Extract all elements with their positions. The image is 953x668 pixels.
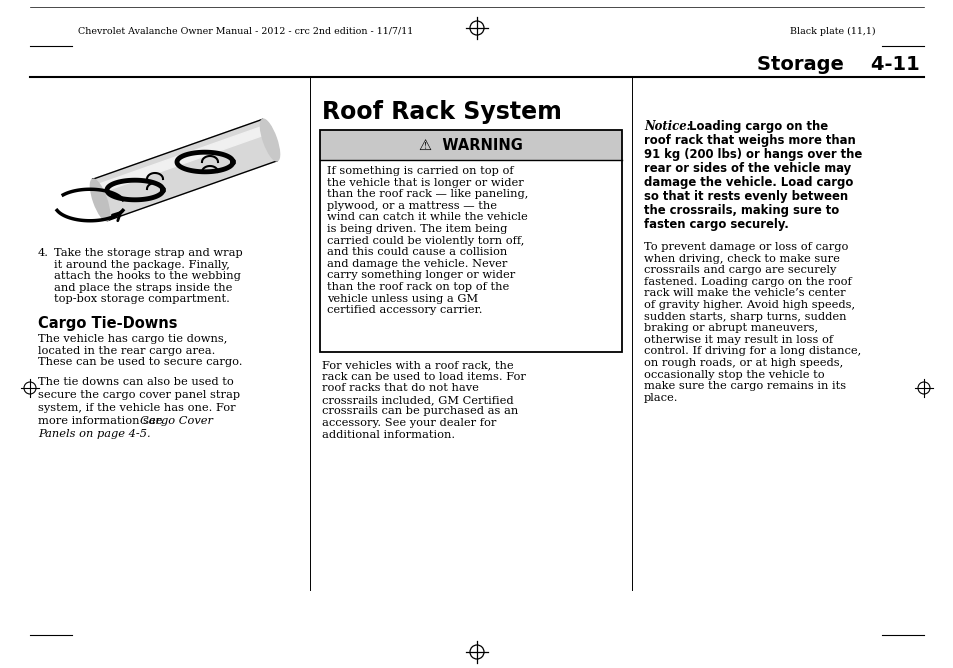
Text: Roof Rack System: Roof Rack System [322, 100, 561, 124]
Text: 91 kg (200 lbs) or hangs over the: 91 kg (200 lbs) or hangs over the [643, 148, 862, 161]
Text: Cargo Tie-Downs: Cargo Tie-Downs [38, 316, 177, 331]
Text: Take the storage strap and wrap
it around the package. Finally,
attach the hooks: Take the storage strap and wrap it aroun… [54, 248, 242, 305]
Text: For vehicles with a roof rack, the
rack can be used to load items. For
roof rack: For vehicles with a roof rack, the rack … [322, 360, 525, 440]
Text: Cargo Cover: Cargo Cover [140, 416, 213, 426]
Bar [319, 130, 621, 160]
Text: roof rack that weighs more than: roof rack that weighs more than [643, 134, 855, 147]
Text: so that it rests evenly between: so that it rests evenly between [643, 190, 847, 203]
Text: secure the cargo cover panel strap: secure the cargo cover panel strap [38, 390, 240, 400]
Text: Black plate (11,1): Black plate (11,1) [789, 27, 875, 35]
Text: Panels on page 4-5.: Panels on page 4-5. [38, 429, 151, 439]
Text: To prevent damage or loss of cargo
when driving, check to make sure
crossrails a: To prevent damage or loss of cargo when … [643, 242, 861, 403]
Text: 4.: 4. [38, 248, 49, 258]
Text: If something is carried on top of
the vehicle that is longer or wider
than the r: If something is carried on top of the ve… [327, 166, 528, 315]
Text: Storage    4-11: Storage 4-11 [757, 55, 919, 73]
Ellipse shape [91, 179, 110, 221]
Text: Notice:: Notice: [643, 120, 699, 133]
Polygon shape [92, 120, 277, 220]
Bar [60, 92, 297, 238]
Text: damage the vehicle. Load cargo: damage the vehicle. Load cargo [643, 176, 853, 189]
Text: The vehicle has cargo tie downs,
located in the rear cargo area.
These can be us: The vehicle has cargo tie downs, located… [38, 334, 242, 367]
Text: Loading cargo on the: Loading cargo on the [688, 120, 827, 133]
Bar [319, 130, 621, 352]
Text: Chevrolet Avalanche Owner Manual - 2012 - crc 2nd edition - 11/7/11: Chevrolet Avalanche Owner Manual - 2012 … [78, 27, 413, 35]
Bar [319, 160, 621, 352]
Text: ⚠  WARNING: ⚠ WARNING [418, 138, 522, 152]
Text: more information see: more information see [38, 416, 166, 426]
Text: rear or sides of the vehicle may: rear or sides of the vehicle may [643, 162, 850, 175]
Text: The tie downs can also be used to: The tie downs can also be used to [38, 377, 233, 387]
Ellipse shape [260, 119, 279, 161]
Text: the crossrails, making sure to: the crossrails, making sure to [643, 204, 839, 217]
Text: system, if the vehicle has one. For: system, if the vehicle has one. For [38, 403, 235, 413]
Polygon shape [94, 126, 268, 194]
Text: fasten cargo securely.: fasten cargo securely. [643, 218, 788, 231]
